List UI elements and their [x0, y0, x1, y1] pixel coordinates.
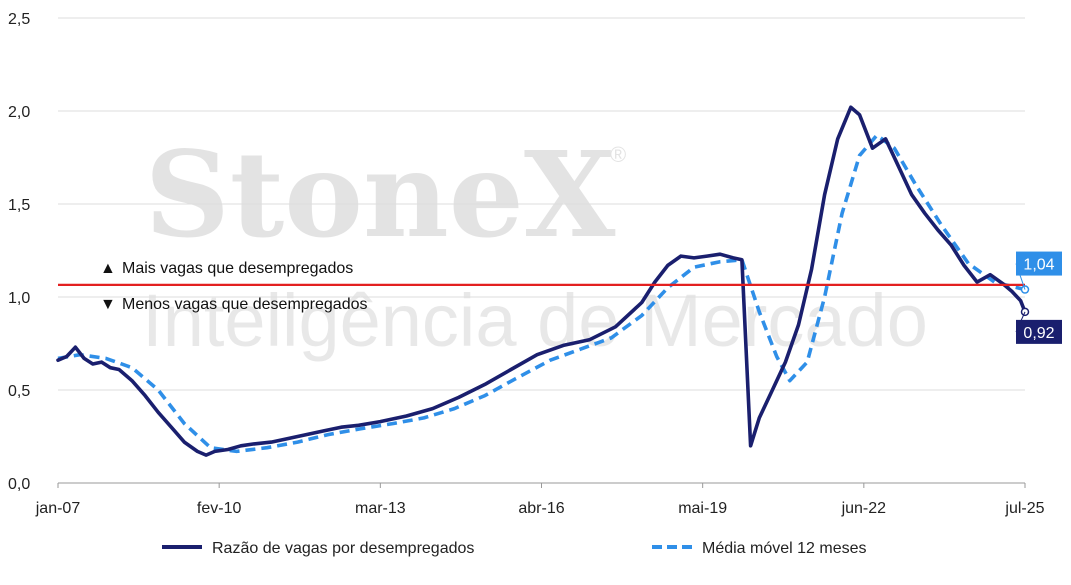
x-tick-label: mai-19	[678, 500, 727, 517]
x-tick-label: fev-10	[197, 500, 242, 517]
x-tick-label: abr-16	[518, 500, 564, 517]
legend-label-series-1: Razão de vagas por desempregados	[212, 540, 474, 557]
x-tick-label: jan-07	[35, 500, 81, 517]
x-tick-label: mar-13	[355, 500, 406, 517]
end-labels: 1,04 0,92	[1015, 251, 1062, 344]
reference-layer: ▲ Mais vagas que desempregados ▼ Menos v…	[58, 260, 1025, 313]
series-line-1	[56, 105, 1027, 457]
end-label-value: 1,04	[1023, 257, 1054, 274]
y-tick-label: 1,5	[8, 197, 30, 214]
up-triangle-icon: ▲	[100, 260, 116, 277]
y-axis: 0,0 0,5 1,0 1,5 2,0 2,5	[8, 11, 30, 493]
x-tick-label: jun-22	[841, 500, 887, 517]
y-tick-label: 2,5	[8, 11, 30, 28]
watermark-registered: ®	[610, 142, 626, 167]
y-tick-label: 0,5	[8, 383, 30, 400]
legend-label-series-2: Média móvel 12 meses	[702, 540, 867, 557]
reference-label-above: Mais vagas que desempregados	[122, 260, 353, 277]
y-tick-label: 0,0	[8, 476, 30, 493]
watermark-brand: StoneX	[145, 125, 616, 264]
down-triangle-icon: ▼	[100, 296, 116, 313]
watermark: StoneX ® Inteligência de Mercado	[142, 125, 928, 362]
end-label-value: 0,92	[1023, 325, 1054, 342]
y-tick-label: 2,0	[8, 104, 30, 121]
end-label-box	[1016, 251, 1062, 276]
end-label-box	[1016, 319, 1062, 344]
y-tick-label: 1,0	[8, 290, 30, 307]
reference-label-below: Menos vagas que desempregados	[122, 296, 368, 313]
x-tick-label: jul-25	[1004, 500, 1044, 517]
legend: Razão de vagas por desempregados Média m…	[162, 540, 867, 557]
x-axis: jan-07 fev-10 mar-13 abr-16 mai-19 jun-22 jul-…	[35, 483, 1045, 517]
series-layer	[56, 105, 1027, 457]
watermark-subtitle: Inteligência de Mercado	[142, 279, 928, 362]
